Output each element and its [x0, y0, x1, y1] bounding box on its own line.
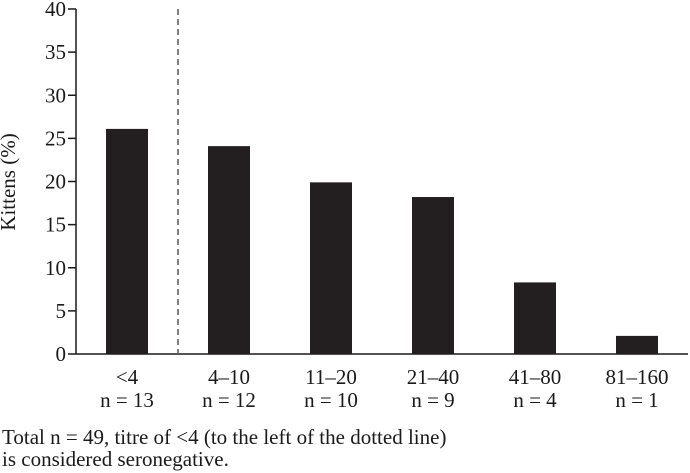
x-tick-count-label: n = 4: [513, 388, 557, 412]
category-labels: <4n = 13 4–10n = 12 11–20n = 10 21–40n = 9 4…: [100, 365, 668, 412]
bars: [106, 128, 658, 354]
y-tick-label: 15: [45, 213, 66, 237]
y-axis: 0 5 10 15 20 25 30 35 40: [45, 0, 77, 366]
y-tick-label: 40: [45, 0, 66, 21]
x-tick-label: 41–80: [509, 365, 562, 389]
x-tick-count-label: n = 12: [202, 388, 256, 412]
bar-4: [514, 282, 556, 354]
bar-0: [106, 128, 148, 354]
caption-line-1: Total n = 49, titre of <4 (to the left o…: [2, 425, 447, 449]
x-tick-count-label: n = 9: [411, 388, 454, 412]
x-tick-label: 21–40: [407, 365, 460, 389]
x-tick-label: 81–160: [606, 365, 669, 389]
x-tick-count-label: n = 13: [100, 388, 154, 412]
x-tick-label: <4: [116, 365, 139, 389]
x-tick-label: 4–10: [208, 365, 250, 389]
y-tick-label: 0: [56, 342, 67, 366]
y-tick-label: 25: [45, 126, 66, 150]
y-tick-label: 30: [45, 83, 66, 107]
bar-3: [412, 197, 454, 354]
bar-2: [310, 182, 352, 354]
x-tick-count-label: n = 10: [304, 388, 358, 412]
y-axis-label: Kittens (%): [0, 133, 20, 230]
y-tick-label: 35: [45, 40, 66, 64]
x-tick-label: 11–20: [305, 365, 357, 389]
y-tick-label: 10: [45, 256, 66, 280]
chart-caption: Total n = 49, titre of <4 (to the left o…: [2, 426, 688, 470]
caption-line-2: is considered seronegative.: [2, 447, 229, 471]
bar-1: [208, 146, 250, 354]
y-tick-label: 5: [56, 299, 67, 323]
y-tick-label: 20: [45, 170, 66, 194]
bar-5: [616, 335, 658, 354]
x-tick-count-label: n = 1: [615, 388, 658, 412]
